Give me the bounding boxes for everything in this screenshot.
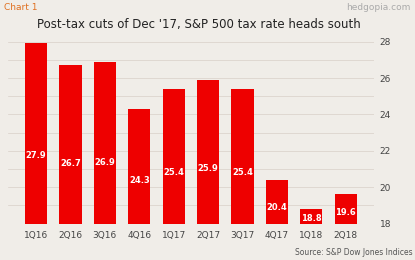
Text: 25.4: 25.4 xyxy=(232,168,253,177)
Bar xyxy=(197,80,219,224)
Text: 27.9: 27.9 xyxy=(26,151,46,160)
Text: 25.4: 25.4 xyxy=(163,168,184,177)
Text: 20.4: 20.4 xyxy=(266,203,287,211)
Bar xyxy=(25,43,47,224)
Text: Chart 1: Chart 1 xyxy=(4,3,38,12)
Bar xyxy=(231,89,254,224)
Bar xyxy=(266,180,288,224)
Bar xyxy=(334,194,357,224)
Bar xyxy=(300,209,322,224)
Text: Post-tax cuts of Dec '17, S&P 500 tax rate heads south: Post-tax cuts of Dec '17, S&P 500 tax ra… xyxy=(37,18,361,31)
Text: hedgopia.com: hedgopia.com xyxy=(347,3,411,12)
Text: 26.7: 26.7 xyxy=(60,159,81,168)
Text: 24.3: 24.3 xyxy=(129,176,150,185)
Bar xyxy=(128,109,151,224)
Text: 18.8: 18.8 xyxy=(301,213,322,223)
Text: 25.9: 25.9 xyxy=(198,165,218,173)
Text: 19.6: 19.6 xyxy=(335,208,356,217)
Text: 26.9: 26.9 xyxy=(95,158,115,167)
Bar xyxy=(163,89,185,224)
Bar xyxy=(94,62,116,224)
Text: Source: S&P Dow Jones Indices: Source: S&P Dow Jones Indices xyxy=(295,248,413,257)
Bar xyxy=(59,65,82,224)
